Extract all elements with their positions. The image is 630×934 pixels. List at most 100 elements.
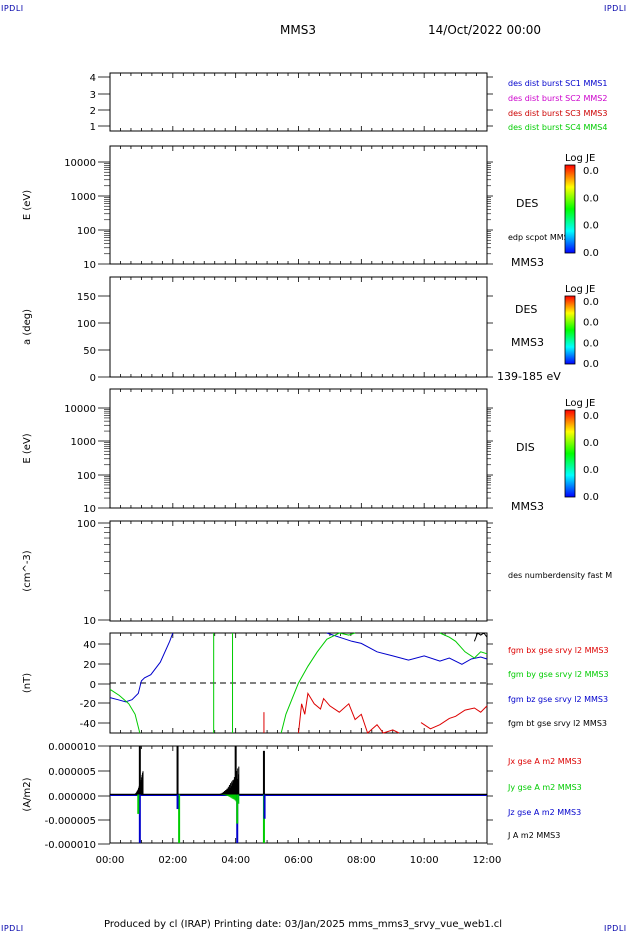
dis-energy-ytick-label: 1000 bbox=[71, 437, 96, 448]
dis-energy-ytick-label: 10 bbox=[83, 504, 96, 515]
des-energy-frame bbox=[109, 145, 488, 265]
des-energy-ytick-label: 1000 bbox=[71, 192, 96, 203]
des-pitch-frame bbox=[109, 276, 488, 378]
fgm-series-line bbox=[439, 632, 488, 659]
des-pitch-colorbar-tick: 0.0 bbox=[583, 297, 599, 308]
des-pitch-ytick-label: 150 bbox=[77, 292, 96, 303]
fgm-series-line bbox=[109, 632, 174, 703]
time-axis-label: 04:00 bbox=[221, 855, 250, 866]
stacked-plots: 4 3 2 1 des dist burst SC1 MMS1 des dist burs… bbox=[22, 72, 612, 866]
fgm-series-line bbox=[473, 632, 488, 642]
dis-energy-panel-label: DIS bbox=[516, 441, 535, 454]
des-energy-panel-sublabel: edp scpot MMS3 bbox=[508, 233, 574, 242]
fgm-series-line bbox=[280, 632, 356, 734]
fgm-legend-entry: fgm bz gse srvy l2 MMS3 bbox=[508, 695, 608, 704]
time-axis-label: 12:00 bbox=[473, 855, 502, 866]
density-frame bbox=[109, 520, 488, 622]
dis-energy-colorbar bbox=[564, 409, 576, 498]
dis-energy-ylabel: E (eV) bbox=[22, 433, 33, 463]
des-energy-colorbar-title: Log JE bbox=[565, 153, 595, 164]
burst-ytick-label: 3 bbox=[90, 90, 96, 101]
des-pitch-colorbar-title: Log JE bbox=[565, 284, 595, 295]
fgm-ytick-label: 40 bbox=[83, 640, 96, 651]
des-energy-colorbar-tick: 0.0 bbox=[583, 221, 599, 232]
des-pitch-ytick-label: 0 bbox=[90, 373, 96, 384]
des-pitch-panel-sublabel: MMS3 bbox=[511, 336, 544, 349]
dis-energy-colorbar-title: Log JE bbox=[565, 398, 595, 409]
time-axis-label: 06:00 bbox=[284, 855, 313, 866]
corner-label-bl: IPDLI bbox=[1, 924, 24, 933]
current-ytick-label: 0.000010 bbox=[48, 742, 96, 753]
des-pitch-colorbar-tick: 0.0 bbox=[583, 318, 599, 329]
dis-energy-colorbar-tick: 0.0 bbox=[583, 438, 599, 449]
burst-legend-entry: des dist burst SC4 MMS4 bbox=[508, 123, 607, 132]
current-ytick-label: 0.000005 bbox=[48, 767, 96, 778]
density-legend-entry: des numberdensity fast M bbox=[508, 571, 612, 580]
des-energy-colorbar bbox=[564, 164, 576, 254]
dis-energy-colorbar-tick: 0.0 bbox=[583, 492, 599, 503]
time-axis-label: 02:00 bbox=[158, 855, 187, 866]
corner-label-tr: IPDLI bbox=[604, 4, 627, 13]
time-axis-label: 10:00 bbox=[410, 855, 439, 866]
des-pitch-ytick-label: 100 bbox=[77, 319, 96, 330]
des-energy-bottom-label: MMS3 bbox=[511, 256, 544, 269]
des-pitch-colorbar-tick: 0.0 bbox=[583, 338, 599, 349]
burst-legend-entry: des dist burst SC2 MMS2 bbox=[508, 94, 607, 103]
date-title: 14/Oct/2022 00:00 bbox=[428, 23, 542, 37]
dis-energy-ytick-label: 10000 bbox=[64, 404, 96, 415]
current-legend-entry: Jy gse A m2 MMS3 bbox=[507, 783, 582, 792]
des-energy-ylabel: E (eV) bbox=[22, 190, 33, 220]
fgm-series-line bbox=[109, 688, 141, 734]
corner-label-tl: IPDLI bbox=[1, 4, 24, 13]
des-energy-ytick-label: 10 bbox=[83, 260, 96, 271]
current-ytick-label: -0.000010 bbox=[45, 840, 96, 851]
time-axis-label: 08:00 bbox=[347, 855, 376, 866]
mission-title: MMS3 bbox=[280, 23, 316, 37]
current-legend-entry: Jx gse A m2 MMS3 bbox=[507, 757, 582, 766]
fgm-ytick-label: 20 bbox=[83, 660, 96, 671]
fgm-series-line bbox=[420, 705, 488, 730]
dis-energy-colorbar-tick: 0.0 bbox=[583, 465, 599, 476]
des-pitch-colorbar bbox=[564, 295, 576, 365]
des-energy-panel-label: DES bbox=[516, 197, 538, 210]
current-ytick-label: -0.000005 bbox=[45, 816, 96, 827]
fgm-series-line bbox=[298, 691, 400, 734]
burst-ytick-label: 4 bbox=[90, 73, 96, 84]
dis-energy-ytick-label: 100 bbox=[77, 471, 96, 482]
des-energy-ytick-label: 10000 bbox=[64, 158, 96, 169]
fgm-ytick-label: -20 bbox=[80, 699, 96, 710]
burst-ytick-label: 2 bbox=[90, 106, 96, 117]
corner-label-br: IPDLI bbox=[604, 924, 627, 933]
density-ytick-label: 10 bbox=[83, 616, 96, 627]
current-legend-entry: Jz gse A m2 MMS3 bbox=[507, 808, 581, 817]
dis-energy-frame bbox=[109, 388, 488, 509]
fgm-legend-entry: fgm by gse srvy l2 MMS3 bbox=[508, 670, 609, 679]
density-ylabel: (cm^-3) bbox=[22, 550, 33, 591]
des-pitch-ylabel: a (deg) bbox=[22, 309, 33, 345]
current-ylabel: (A/m2) bbox=[22, 777, 33, 811]
dis-energy-colorbar-tick: 0.0 bbox=[583, 411, 599, 422]
des-energy-colorbar-tick: 0.0 bbox=[583, 248, 599, 259]
des-energy-colorbar-tick: 0.0 bbox=[583, 166, 599, 177]
dis-energy-bottom-label: MMS3 bbox=[511, 500, 544, 513]
fgm-legend-entry: fgm bt gse srvy l2 MMS3 bbox=[508, 719, 607, 728]
des-pitch-colorbar-tick: 0.0 bbox=[583, 359, 599, 370]
density-ytick-label: 100 bbox=[77, 519, 96, 530]
footer-credit: Produced by cl (IRAP) Printing date: 03/… bbox=[104, 919, 503, 930]
fgm-legend-entry: fgm bx gse srvy l2 MMS3 bbox=[508, 646, 609, 655]
des-pitch-bottom-label: 139-185 eV bbox=[497, 370, 561, 383]
current-ytick-label: 0.000000 bbox=[48, 792, 96, 803]
burst-ytick-label: 1 bbox=[90, 122, 96, 133]
fgm-ytick-label: 0 bbox=[90, 680, 96, 691]
burst-legend-entry: des dist burst SC3 MMS3 bbox=[508, 109, 607, 118]
fgm-ylabel: (nT) bbox=[22, 673, 33, 693]
burst-frame bbox=[109, 72, 488, 132]
des-energy-colorbar-tick: 0.0 bbox=[583, 193, 599, 204]
des-pitch-ytick-label: 50 bbox=[83, 346, 96, 357]
time-axis-label: 00:00 bbox=[96, 855, 125, 866]
current-legend-entry: J A m2 MMS3 bbox=[507, 831, 560, 840]
des-pitch-panel-label: DES bbox=[515, 303, 537, 316]
fgm-ytick-label: -40 bbox=[80, 719, 96, 730]
des-energy-ytick-label: 100 bbox=[77, 226, 96, 237]
burst-legend-entry: des dist burst SC1 MMS1 bbox=[508, 79, 607, 88]
